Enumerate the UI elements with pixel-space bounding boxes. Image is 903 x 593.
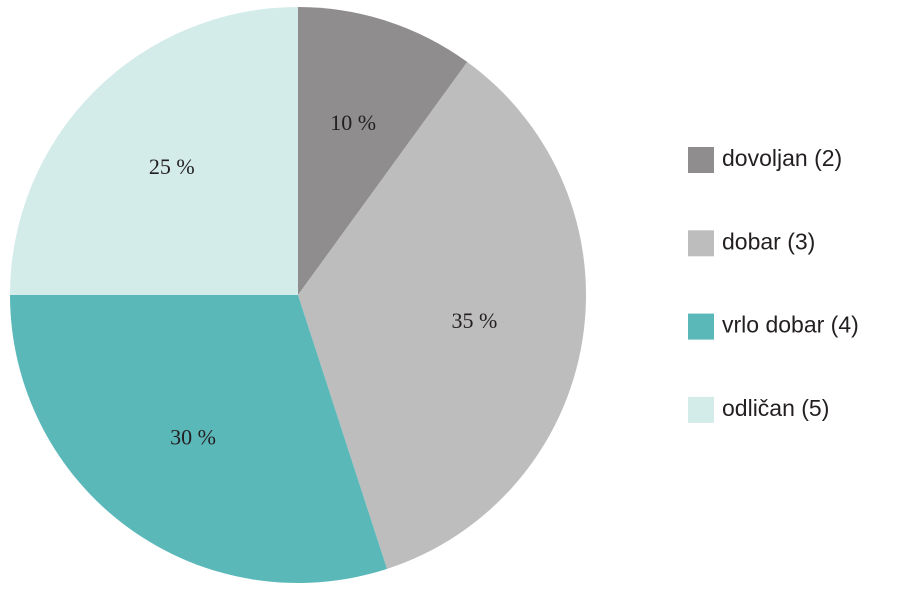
legend-swatch [688,147,714,173]
legend-label: dobar (3) [722,228,815,254]
pie-slice [10,295,387,584]
slice-label: 30 % [170,425,216,450]
legend-swatch [688,396,714,423]
legend-label: dovoljan (2) [722,145,842,171]
legend-label: vrlo dobar (4) [722,312,859,338]
pie-slice [298,62,587,569]
legend-label: odličan (5) [722,395,829,421]
slice-label: 35 % [451,308,497,333]
legend-swatch [688,230,714,257]
slice-label: 10 % [330,110,376,135]
pie-slice [298,7,468,295]
legend-swatch [688,313,714,340]
pie-slice [10,7,298,295]
slice-label: 25 % [149,154,195,179]
